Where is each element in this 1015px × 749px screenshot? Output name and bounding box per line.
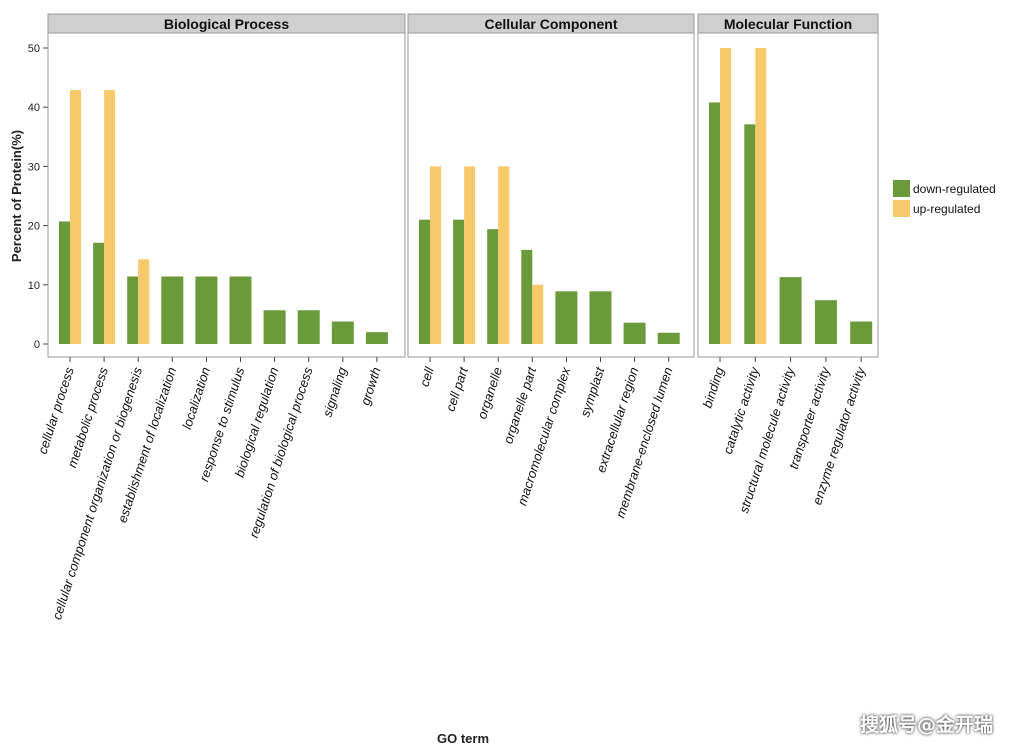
x-category-label: binding bbox=[700, 365, 727, 410]
bar-down-regulated bbox=[93, 242, 105, 344]
bar-down-regulated bbox=[161, 276, 184, 344]
bar-down-regulated bbox=[419, 219, 430, 344]
y-tick-label: 30 bbox=[28, 161, 40, 173]
bar-down-regulated bbox=[709, 102, 720, 345]
bar-up-regulated bbox=[498, 166, 510, 344]
bar-down-regulated bbox=[744, 124, 756, 344]
x-category-label: growth bbox=[357, 365, 383, 407]
bar-down-regulated bbox=[589, 291, 612, 344]
legend: down-regulated up-regulated bbox=[893, 180, 996, 217]
x-category-label: cell bbox=[417, 364, 438, 388]
bar-down-regulated bbox=[365, 332, 388, 344]
bar-down-regulated bbox=[814, 300, 837, 344]
bar-down-regulated bbox=[127, 276, 139, 344]
y-tick-label: 10 bbox=[28, 280, 40, 292]
bar-up-regulated bbox=[138, 259, 150, 344]
bar-up-regulated bbox=[464, 166, 476, 344]
bar-down-regulated bbox=[229, 276, 252, 344]
x-category-label: organelle part bbox=[500, 364, 539, 446]
x-category-label: symplast bbox=[577, 364, 608, 419]
watermark-text: 搜狐号@金开瑞 bbox=[859, 714, 993, 736]
bar-down-regulated bbox=[623, 322, 646, 344]
legend-label: up-regulated bbox=[913, 202, 980, 216]
y-tick-label: 50 bbox=[28, 43, 40, 55]
x-category-label: signaling bbox=[320, 365, 350, 419]
bar-down-regulated bbox=[453, 219, 465, 344]
y-axis-title: Percent of Protein(%) bbox=[9, 130, 24, 262]
bar-down-regulated bbox=[59, 221, 70, 344]
bar-down-regulated bbox=[487, 229, 499, 344]
y-tick-label: 40 bbox=[28, 102, 40, 114]
bar-down-regulated bbox=[657, 332, 680, 344]
bar-up-regulated bbox=[70, 90, 81, 344]
legend-swatch bbox=[893, 200, 910, 217]
panel-plot-area bbox=[407, 32, 695, 358]
bar-up-regulated bbox=[755, 48, 767, 344]
panel-title: Molecular Function bbox=[724, 16, 852, 32]
bar-down-regulated bbox=[779, 277, 802, 344]
bar-down-regulated bbox=[331, 321, 354, 344]
x-category-label: organelle bbox=[474, 365, 505, 421]
x-category-label: regulation of biological process bbox=[246, 365, 316, 540]
bar-up-regulated bbox=[532, 284, 544, 344]
x-axis-title: GO term bbox=[437, 731, 489, 746]
legend-label: down-regulated bbox=[913, 182, 996, 196]
x-category-label: cellular process bbox=[35, 365, 77, 456]
y-tick-label: 20 bbox=[28, 221, 40, 233]
x-category-label: catalytic activity bbox=[720, 364, 763, 456]
bar-down-regulated bbox=[195, 276, 218, 344]
x-category-label: localization bbox=[179, 365, 213, 431]
panel-title: Biological Process bbox=[164, 16, 289, 32]
bar-up-regulated bbox=[430, 166, 441, 344]
bar-down-regulated bbox=[521, 249, 533, 344]
panel-title: Cellular Component bbox=[484, 16, 617, 32]
bar-down-regulated bbox=[263, 310, 286, 344]
bar-down-regulated bbox=[850, 321, 873, 344]
bar-up-regulated bbox=[720, 48, 731, 344]
bar-down-regulated bbox=[297, 310, 320, 344]
y-tick-label: 0 bbox=[34, 339, 40, 351]
bar-up-regulated bbox=[104, 90, 116, 344]
bar-down-regulated bbox=[555, 291, 578, 344]
legend-swatch bbox=[893, 180, 910, 197]
x-category-label: cell part bbox=[443, 364, 472, 413]
